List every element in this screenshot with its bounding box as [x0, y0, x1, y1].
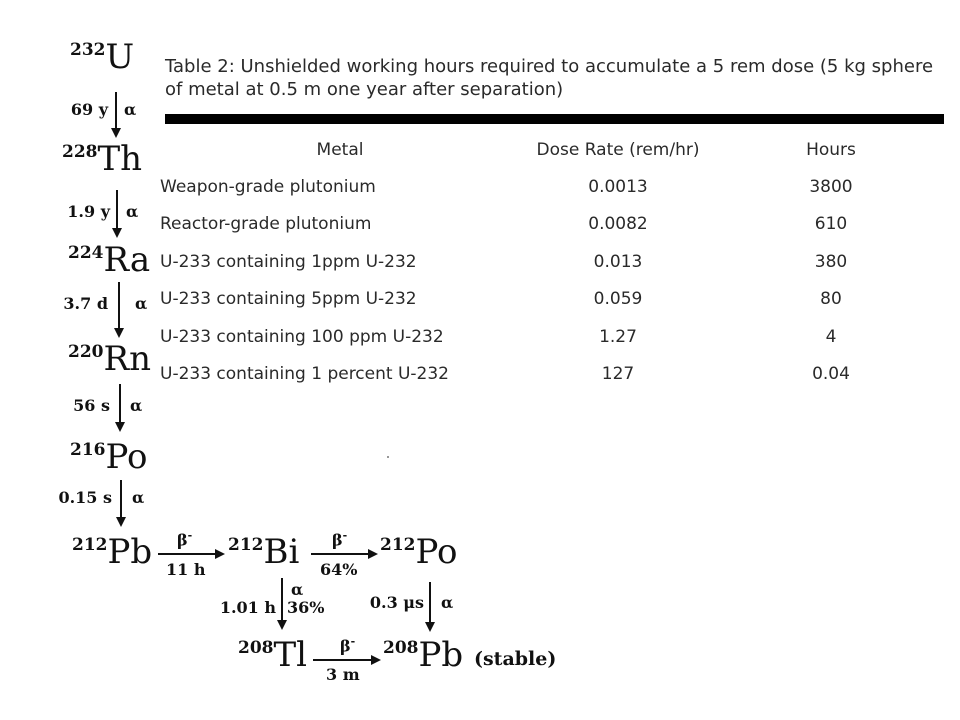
- decay-mode-label: α: [124, 100, 137, 119]
- halflife-label: 3.7 d: [63, 294, 108, 313]
- nuclide-ra224: 224Ra: [68, 243, 150, 277]
- nuclide-mass: 228: [62, 142, 98, 162]
- cell-hours: 3800: [809, 176, 853, 197]
- table-rule: [165, 114, 944, 124]
- nuclide-symbol: Tl: [273, 635, 308, 675]
- halflife-label: 3 m: [326, 665, 360, 684]
- nuclide-mass: 220: [68, 342, 104, 362]
- column-header-dose-rate: Dose Rate (rem/hr): [536, 140, 700, 160]
- nuclide-mass: 224: [68, 243, 104, 263]
- cell-metal: U-233 containing 100 ppm U-232: [160, 326, 444, 347]
- halflife-label: 11 h: [166, 560, 206, 579]
- nuclide-symbol: Th: [97, 139, 143, 179]
- stray-dot: [387, 456, 389, 458]
- nuclide-pb212: 212Pb: [72, 535, 152, 569]
- halflife-label: 1.01 h: [219, 598, 276, 617]
- nuclide-symbol: Pb: [107, 532, 153, 572]
- table-row: Reactor-grade plutonium 0.0082 610: [160, 206, 946, 244]
- cell-hours: 4: [825, 326, 837, 347]
- cell-metal: U-233 containing 5ppm U-232: [160, 289, 417, 310]
- cell-dose-rate: 0.013: [593, 251, 643, 272]
- table-row: Weapon-grade plutonium 0.0013 3800: [160, 168, 946, 206]
- nuclide-po212: 212Po: [380, 535, 457, 569]
- halflife-label: 1.9 y: [67, 202, 110, 221]
- cell-metal: U-233 containing 1 percent U-232: [160, 364, 449, 385]
- halflife-label: 69 y: [70, 100, 108, 119]
- stable-label: (stable): [474, 648, 557, 670]
- cell-dose-rate: 0.059: [593, 289, 643, 310]
- halflife-label: 0.15 s: [58, 488, 112, 507]
- nuclide-mass: 212: [228, 535, 264, 555]
- decay-mode-label: α: [132, 488, 145, 507]
- decay-mode-label: β-: [340, 635, 356, 656]
- nuclide-symbol: U: [105, 37, 135, 77]
- decay-mode-label: β-: [332, 529, 348, 550]
- nuclide-symbol: Bi: [263, 532, 300, 572]
- halflife-label: 0.3 μs: [369, 593, 424, 612]
- nuclide-symbol: Ra: [103, 240, 151, 280]
- nuclide-mass: 212: [72, 535, 108, 555]
- table-row: U-233 containing 100 ppm U-232 1.27 4: [160, 318, 946, 356]
- nuclide-mass: 232: [70, 40, 106, 60]
- cell-dose-rate: 0.0013: [588, 176, 648, 197]
- table-caption: Table 2: Unshielded working hours requir…: [165, 56, 934, 100]
- nuclide-symbol: Rn: [103, 339, 152, 379]
- nuclide-symbol: Po: [105, 437, 148, 477]
- table-header-row: Metal Dose Rate (rem/hr) Hours: [160, 132, 946, 168]
- cell-hours: 380: [814, 251, 848, 272]
- cell-dose-rate: 0.0082: [588, 214, 648, 235]
- cell-dose-rate: 127: [601, 364, 635, 385]
- nuclide-pb208: 208Pb: [383, 638, 463, 672]
- nuclide-mass: 216: [70, 440, 106, 460]
- cell-hours: 610: [814, 214, 848, 235]
- table-row: U-233 containing 5ppm U-232 0.059 80: [160, 281, 946, 319]
- nuclide-tl208: 208Tl: [238, 638, 307, 672]
- column-header-hours: Hours: [806, 140, 856, 160]
- cell-hours: 80: [820, 289, 842, 310]
- halflife-label: 56 s: [73, 396, 110, 415]
- nuclide-mass: 212: [380, 535, 416, 555]
- cell-dose-rate: 1.27: [599, 326, 637, 347]
- nuclide-u232: 232U: [70, 40, 134, 74]
- cell-metal: Reactor-grade plutonium: [160, 214, 372, 235]
- branch-label: 36%: [287, 598, 325, 617]
- nuclide-mass: 208: [238, 638, 274, 658]
- nuclide-symbol: Pb: [418, 635, 464, 675]
- table-row: U-233 containing 1 percent U-232 127 0.0…: [160, 356, 946, 394]
- decay-mode-label: α: [135, 294, 148, 313]
- nuclide-mass: 208: [383, 638, 419, 658]
- cell-metal: U-233 containing 1ppm U-232: [160, 251, 417, 272]
- nuclide-po216: 216Po: [70, 440, 147, 474]
- cell-hours: 0.04: [812, 364, 850, 385]
- nuclide-bi212: 212Bi: [228, 535, 299, 569]
- cell-metal: Weapon-grade plutonium: [160, 176, 376, 197]
- nuclide-symbol: Po: [415, 532, 458, 572]
- dose-table: Metal Dose Rate (rem/hr) Hours Weapon-gr…: [160, 132, 946, 393]
- nuclide-rn220: 220Rn: [68, 342, 151, 376]
- decay-mode-label: α: [291, 580, 304, 599]
- table-row: U-233 containing 1ppm U-232 0.013 380: [160, 243, 946, 281]
- decay-mode-label: β-: [177, 529, 193, 550]
- decay-mode-label: α: [441, 593, 454, 612]
- decay-mode-label: α: [130, 396, 143, 415]
- branch-label: 64%: [320, 560, 358, 579]
- nuclide-th228: 228Th: [62, 142, 142, 176]
- column-header-metal: Metal: [316, 140, 364, 160]
- decay-mode-label: α: [126, 202, 139, 221]
